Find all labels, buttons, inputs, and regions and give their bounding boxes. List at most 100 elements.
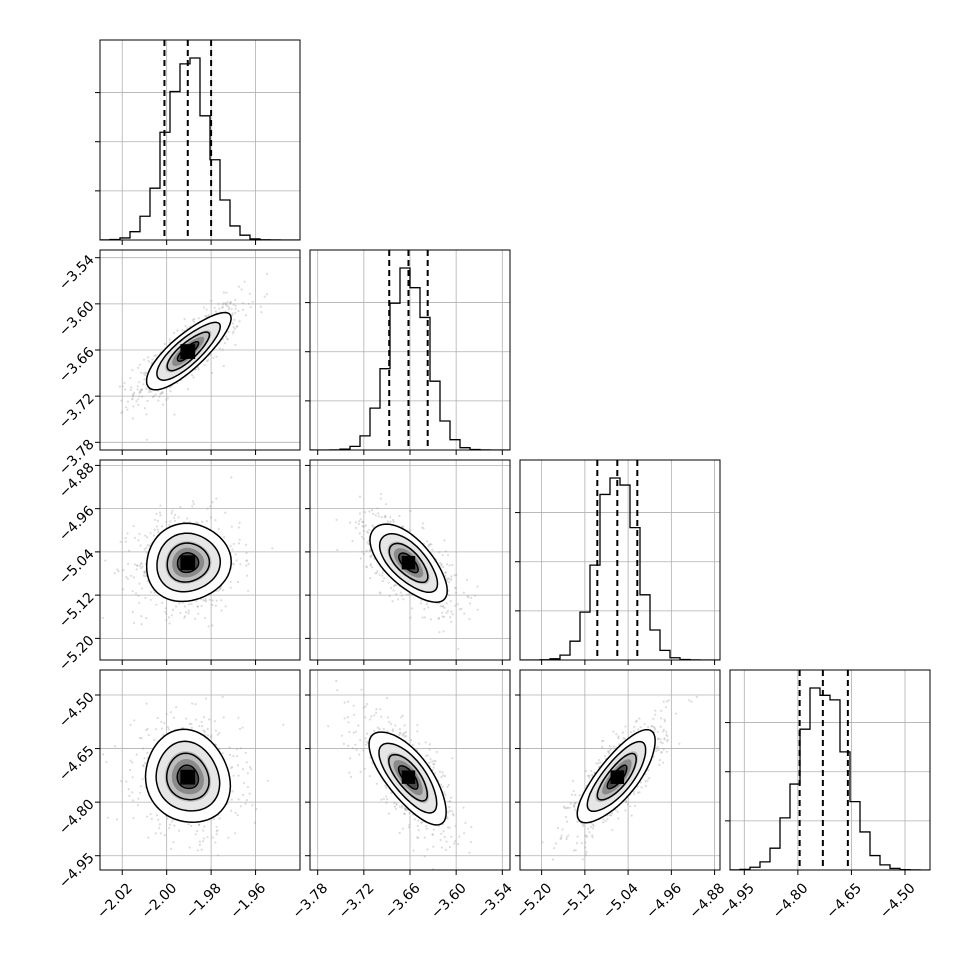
scatter-point (133, 719, 136, 722)
scatter-point (616, 810, 619, 813)
scatter-point (165, 619, 168, 622)
scatter-point (384, 515, 387, 518)
scatter-point (234, 304, 237, 307)
scatter-point (434, 760, 437, 763)
scatter-point (372, 525, 375, 529)
density-peak (401, 555, 416, 570)
x-tick-label: −3.54 (474, 880, 516, 922)
scatter-point (145, 617, 148, 620)
scatter-point (365, 565, 368, 568)
scatter-point (156, 528, 159, 531)
scatter-point (361, 520, 364, 524)
scatter-point (282, 723, 285, 726)
scatter-point (584, 846, 587, 849)
scatter-point (160, 720, 163, 724)
scatter-point (565, 836, 568, 839)
scatter-point (637, 728, 640, 731)
scatter-point (238, 538, 241, 541)
scatter-point (335, 518, 338, 522)
scatter-point (383, 516, 386, 519)
scatter-point (168, 524, 171, 527)
scatter-point (419, 602, 422, 605)
scatter-point (665, 740, 669, 743)
histogram-step-0 (100, 57, 300, 240)
scatter-point (371, 509, 374, 512)
scatter-point (138, 582, 141, 585)
scatter-point (181, 329, 184, 332)
scatter-point (398, 734, 401, 737)
scatter-point (442, 566, 445, 569)
scatter-point (374, 572, 377, 575)
scatter-point (604, 820, 607, 823)
scatter-point (145, 413, 148, 416)
y-tick-label: −5.20 (56, 633, 98, 675)
scatter-point (375, 571, 378, 575)
scatter-point (611, 812, 614, 815)
scatter-point (131, 369, 134, 372)
scatter-point (371, 761, 374, 764)
scatter-point (166, 397, 169, 400)
scatter-point (384, 514, 387, 517)
scatter-point (365, 566, 369, 569)
scatter-point (446, 554, 450, 557)
scatter-point (168, 622, 171, 625)
scatter-point (138, 392, 141, 395)
scatter-point (244, 751, 247, 755)
scatter-point (470, 872, 472, 874)
scatter-point (342, 742, 345, 746)
scatter-point (125, 780, 128, 783)
scatter-point (379, 592, 382, 595)
scatter-point (444, 550, 447, 553)
scatter-point (145, 728, 148, 732)
scatter-point (464, 821, 467, 825)
scatter-point (644, 780, 647, 783)
y-tick-label: −4.50 (56, 689, 98, 731)
scatter-point (574, 793, 577, 797)
scatter-point (210, 736, 213, 739)
scatter-point (234, 343, 237, 346)
scatter-point (634, 804, 637, 807)
scatter-point (633, 790, 636, 793)
scatter-point (191, 505, 194, 508)
scatter-point (561, 828, 564, 831)
scatter-point (442, 830, 445, 833)
scatter-point (219, 587, 222, 591)
scatter-point (171, 608, 175, 612)
scatter-point (556, 826, 560, 830)
scatter-point (441, 605, 444, 608)
scatter-point (423, 836, 426, 839)
scatter-point (449, 616, 452, 619)
scatter-point (129, 768, 132, 772)
scatter-point (610, 814, 613, 817)
scatter-point (187, 609, 190, 612)
x-tick-label: −4.65 (823, 880, 865, 922)
scatter-point (138, 532, 141, 536)
scatter-point (606, 818, 609, 821)
scatter-point (463, 832, 466, 835)
scatter-point (362, 749, 365, 752)
scatter-point (365, 549, 368, 552)
scatter-point (194, 833, 197, 836)
scatter-point (608, 752, 611, 755)
scatter-point (446, 817, 449, 820)
scatter-point (358, 512, 362, 515)
scatter-point (380, 715, 383, 718)
scatter-point (468, 851, 471, 854)
scatter-point (428, 543, 431, 546)
scatter-point (441, 615, 444, 618)
scatter-point (156, 519, 159, 523)
scatter-points (541, 695, 698, 861)
contour-line-2 (156, 532, 222, 593)
scatter-point (476, 585, 479, 588)
scatter-point (443, 775, 447, 778)
scatter-point (226, 301, 229, 304)
scatter-point (392, 584, 395, 588)
scatter-point (147, 836, 150, 839)
scatter-point (155, 512, 158, 516)
scatter-point (597, 762, 600, 765)
scatter-point (416, 730, 419, 733)
scatter-point (656, 737, 660, 740)
scatter-point (351, 540, 354, 543)
scatter-point (238, 727, 242, 731)
scatter-point (446, 577, 449, 580)
